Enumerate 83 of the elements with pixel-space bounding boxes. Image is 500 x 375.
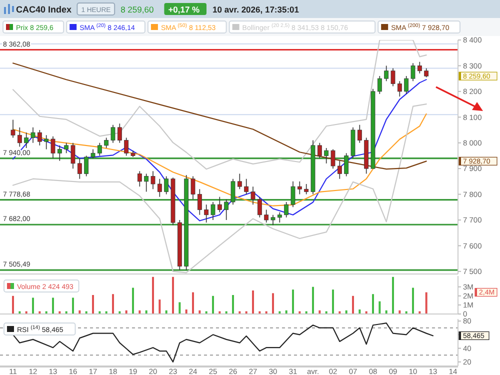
candlestick <box>117 123 122 144</box>
candlestick <box>290 181 296 208</box>
candlestick <box>190 176 196 200</box>
candlestick <box>10 119 16 138</box>
candlestick <box>244 178 249 195</box>
candlestick <box>137 170 142 187</box>
candlestick <box>337 160 342 180</box>
candlestick <box>264 209 269 223</box>
candlestick <box>384 65 389 82</box>
candlestick <box>257 196 262 218</box>
bar <box>132 288 134 314</box>
bar <box>425 292 428 314</box>
candlestick <box>64 142 69 154</box>
candlestick <box>224 199 229 220</box>
candlestick <box>84 155 89 177</box>
candlestick <box>97 142 102 156</box>
candlestick <box>297 181 302 195</box>
bar <box>158 300 161 314</box>
bar <box>352 296 354 314</box>
candlestick <box>324 148 329 164</box>
bar <box>12 296 14 314</box>
bar <box>32 298 34 314</box>
bar <box>378 301 381 314</box>
candlestick <box>404 76 409 94</box>
candlestick <box>17 127 22 148</box>
candlestick <box>124 137 129 156</box>
bar <box>412 288 414 314</box>
text: +0,17 % <box>168 4 200 14</box>
candlestick <box>237 173 242 190</box>
bar <box>192 292 194 314</box>
bar <box>272 293 274 314</box>
bar <box>232 295 234 314</box>
candlestick <box>164 176 169 195</box>
candlestick <box>304 184 309 195</box>
candlestick <box>50 136 56 159</box>
candlestick <box>57 145 62 162</box>
candlestick <box>210 202 216 220</box>
candlestick <box>204 204 209 223</box>
bar <box>72 298 74 314</box>
bar <box>332 290 334 314</box>
bar <box>212 296 214 314</box>
bar <box>92 295 94 314</box>
candlestick <box>104 137 109 148</box>
bar <box>112 294 114 314</box>
bar <box>392 276 394 314</box>
candlestick <box>277 212 282 223</box>
text: 10 avr. 2026, 17:35:01 <box>212 4 300 14</box>
candlestick <box>417 61 422 74</box>
candlestick <box>284 202 289 218</box>
candlestick <box>197 188 202 216</box>
candlestick <box>344 152 349 177</box>
candlestick <box>30 127 36 144</box>
candlestick <box>44 134 49 150</box>
candlestick <box>397 80 402 97</box>
bar <box>312 286 314 314</box>
candlestick <box>150 170 156 190</box>
candlestick <box>77 158 82 180</box>
text: 8 259,60 <box>120 4 154 14</box>
bar <box>152 276 154 314</box>
candlestick <box>37 130 42 146</box>
candlestick <box>217 196 222 213</box>
candlestick <box>70 142 76 169</box>
bar <box>252 290 254 314</box>
candlestick <box>250 186 256 205</box>
bar <box>292 290 294 314</box>
candlestick <box>357 124 362 144</box>
bar <box>178 302 181 314</box>
candlestick <box>24 132 29 148</box>
candlestick <box>230 178 236 205</box>
chart-title: CAC40 Index <box>16 4 72 14</box>
bar <box>52 298 54 314</box>
candlestick <box>144 173 149 192</box>
candlestick <box>410 62 416 82</box>
candlestick <box>317 142 322 159</box>
candlestick <box>390 68 396 87</box>
candlestick <box>110 124 116 144</box>
line-series <box>12 322 434 362</box>
candlestick <box>270 214 276 226</box>
bar <box>172 276 174 314</box>
candlestick <box>330 148 336 169</box>
candlestick <box>157 178 162 198</box>
bar <box>372 294 374 314</box>
candlestick <box>377 76 382 94</box>
